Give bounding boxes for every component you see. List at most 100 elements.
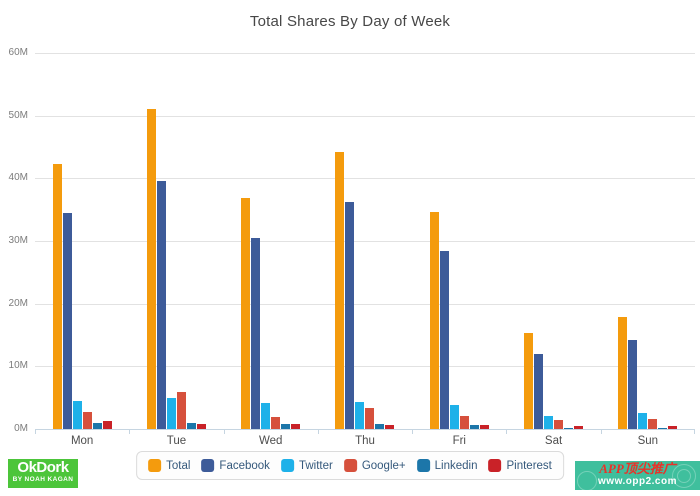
bar-google-sun: [648, 418, 658, 429]
x-axis-label-sat: Sat: [544, 435, 563, 447]
legend-swatch-pinterest: [488, 459, 502, 472]
bar-linkedin-sun: [658, 428, 668, 429]
bar-twitter-thu: [355, 402, 365, 429]
bar-group-wed: [224, 53, 318, 429]
legend-item-label: Facebook: [219, 459, 270, 472]
legend-swatch-linkedin: [416, 459, 430, 472]
bar-pinterest-wed: [291, 424, 301, 429]
gridline: [35, 303, 695, 305]
watermark-text: APP顶尖推广: [599, 461, 676, 476]
y-axis-label: 50M: [8, 109, 28, 121]
legend-swatch-google: [343, 459, 357, 472]
plot-area: [35, 53, 695, 434]
legend-item-google[interactable]: Google+: [343, 459, 406, 472]
y-axis-label: 20M: [8, 297, 28, 309]
bar-linkedin-fri: [469, 425, 479, 429]
bar-twitter-sun: [638, 412, 648, 429]
bar-facebook-fri: [439, 251, 449, 429]
legend-item-label: Pinterest: [506, 459, 552, 472]
bar-total-thu: [335, 152, 345, 429]
bar-facebook-wed: [251, 237, 261, 429]
bar-twitter-mon: [72, 400, 82, 429]
bar-pinterest-sun: [668, 425, 678, 429]
legend-item-facebook[interactable]: Facebook: [201, 459, 270, 472]
okdork-logo: OkDork BY NOAH KAGAN: [8, 459, 78, 488]
y-axis-label: 0M: [14, 423, 28, 434]
legend-item-pinterest[interactable]: Pinterest: [488, 459, 552, 472]
bar-linkedin-mon: [92, 422, 102, 429]
bar-twitter-tue: [166, 397, 176, 429]
gridline: [35, 366, 695, 368]
x-axis-tick: [223, 429, 225, 434]
bar-pinterest-sat: [574, 425, 584, 429]
bar-facebook-sun: [628, 340, 638, 429]
x-axis-label-wed: Wed: [258, 435, 283, 447]
bar-group-tue: [129, 53, 223, 429]
x-axis-line: [35, 429, 695, 430]
watermark-swirl-decoration: [577, 471, 597, 490]
bar-total-wed: [241, 198, 251, 429]
gridline: [35, 178, 695, 180]
y-axis-label: 60M: [8, 47, 28, 58]
logo-title: OkDork: [17, 459, 69, 476]
x-axis-tick: [317, 429, 319, 434]
logo-subtitle: BY NOAH KAGAN: [12, 476, 74, 483]
bar-total-sat: [524, 333, 534, 429]
watermark-url: www.opp2.com: [598, 476, 677, 487]
x-axis-label-thu: Thu: [355, 435, 375, 447]
chart-legend: Total Facebook Twitter Google+ Linkedin Pinte…: [136, 451, 564, 480]
x-axis-tick: [412, 429, 414, 434]
bar-google-sat: [554, 420, 564, 429]
gridline: [35, 241, 695, 242]
legend-item-total[interactable]: Total: [148, 459, 190, 472]
gridline: [35, 115, 695, 117]
bar-group-sat: [506, 53, 600, 429]
bar-google-tue: [176, 392, 186, 429]
bar-twitter-sat: [544, 415, 554, 429]
chart-title: Total Shares By Day of Week: [249, 13, 451, 30]
bar-linkedin-sat: [564, 428, 574, 429]
y-axis-label: 30M: [8, 235, 28, 246]
y-axis-label: 10M: [8, 360, 28, 372]
y-axis: 60M 50M 40M 30M 20M 10M 0M: [0, 48, 30, 434]
y-axis-label: 40M: [8, 172, 28, 184]
watermark-swirl-decoration: [672, 464, 696, 488]
x-axis: Mon Tue Wed Thu Fri Sat Sun: [35, 435, 695, 451]
legend-swatch-twitter: [280, 459, 294, 472]
legend-swatch-facebook: [201, 459, 215, 472]
x-axis-tick: [129, 429, 131, 434]
bar-linkedin-wed: [281, 424, 291, 429]
watermark-swirl-decoration: [677, 469, 691, 483]
x-axis-label-tue: Tue: [166, 435, 187, 447]
bar-pinterest-mon: [102, 420, 112, 429]
bar-twitter-fri: [449, 405, 459, 429]
bar-twitter-wed: [261, 403, 271, 429]
bar-total-mon: [52, 163, 62, 429]
bar-facebook-sat: [534, 353, 544, 429]
x-axis-label-sun: Sun: [637, 435, 659, 447]
bar-total-sun: [618, 317, 628, 429]
legend-item-label: Linkedin: [434, 459, 478, 472]
bar-total-tue: [146, 109, 156, 429]
legend-item-twitter[interactable]: Twitter: [280, 459, 333, 472]
bar-google-thu: [365, 408, 375, 429]
bar-pinterest-thu: [385, 425, 395, 429]
legend-item-label: Twitter: [298, 459, 333, 472]
bar-group-fri: [412, 53, 506, 429]
bar-total-fri: [429, 212, 439, 429]
watermark-banner: APP顶尖推广 www.opp2.com: [575, 461, 700, 490]
bar-group-mon: [35, 53, 129, 429]
bar-linkedin-tue: [186, 423, 196, 429]
x-axis-tick: [506, 429, 508, 434]
x-axis-label-fri: Fri: [452, 435, 466, 447]
bar-group-thu: [318, 53, 412, 429]
x-axis-tick: [600, 429, 602, 434]
bar-google-fri: [459, 415, 469, 429]
x-axis-tick: [694, 429, 695, 434]
bar-linkedin-thu: [375, 424, 385, 429]
legend-swatch-total: [148, 459, 162, 472]
bar-facebook-mon: [62, 212, 72, 429]
bar-google-wed: [271, 417, 281, 429]
gridline: [35, 53, 695, 54]
legend-item-linkedin[interactable]: Linkedin: [416, 459, 478, 472]
